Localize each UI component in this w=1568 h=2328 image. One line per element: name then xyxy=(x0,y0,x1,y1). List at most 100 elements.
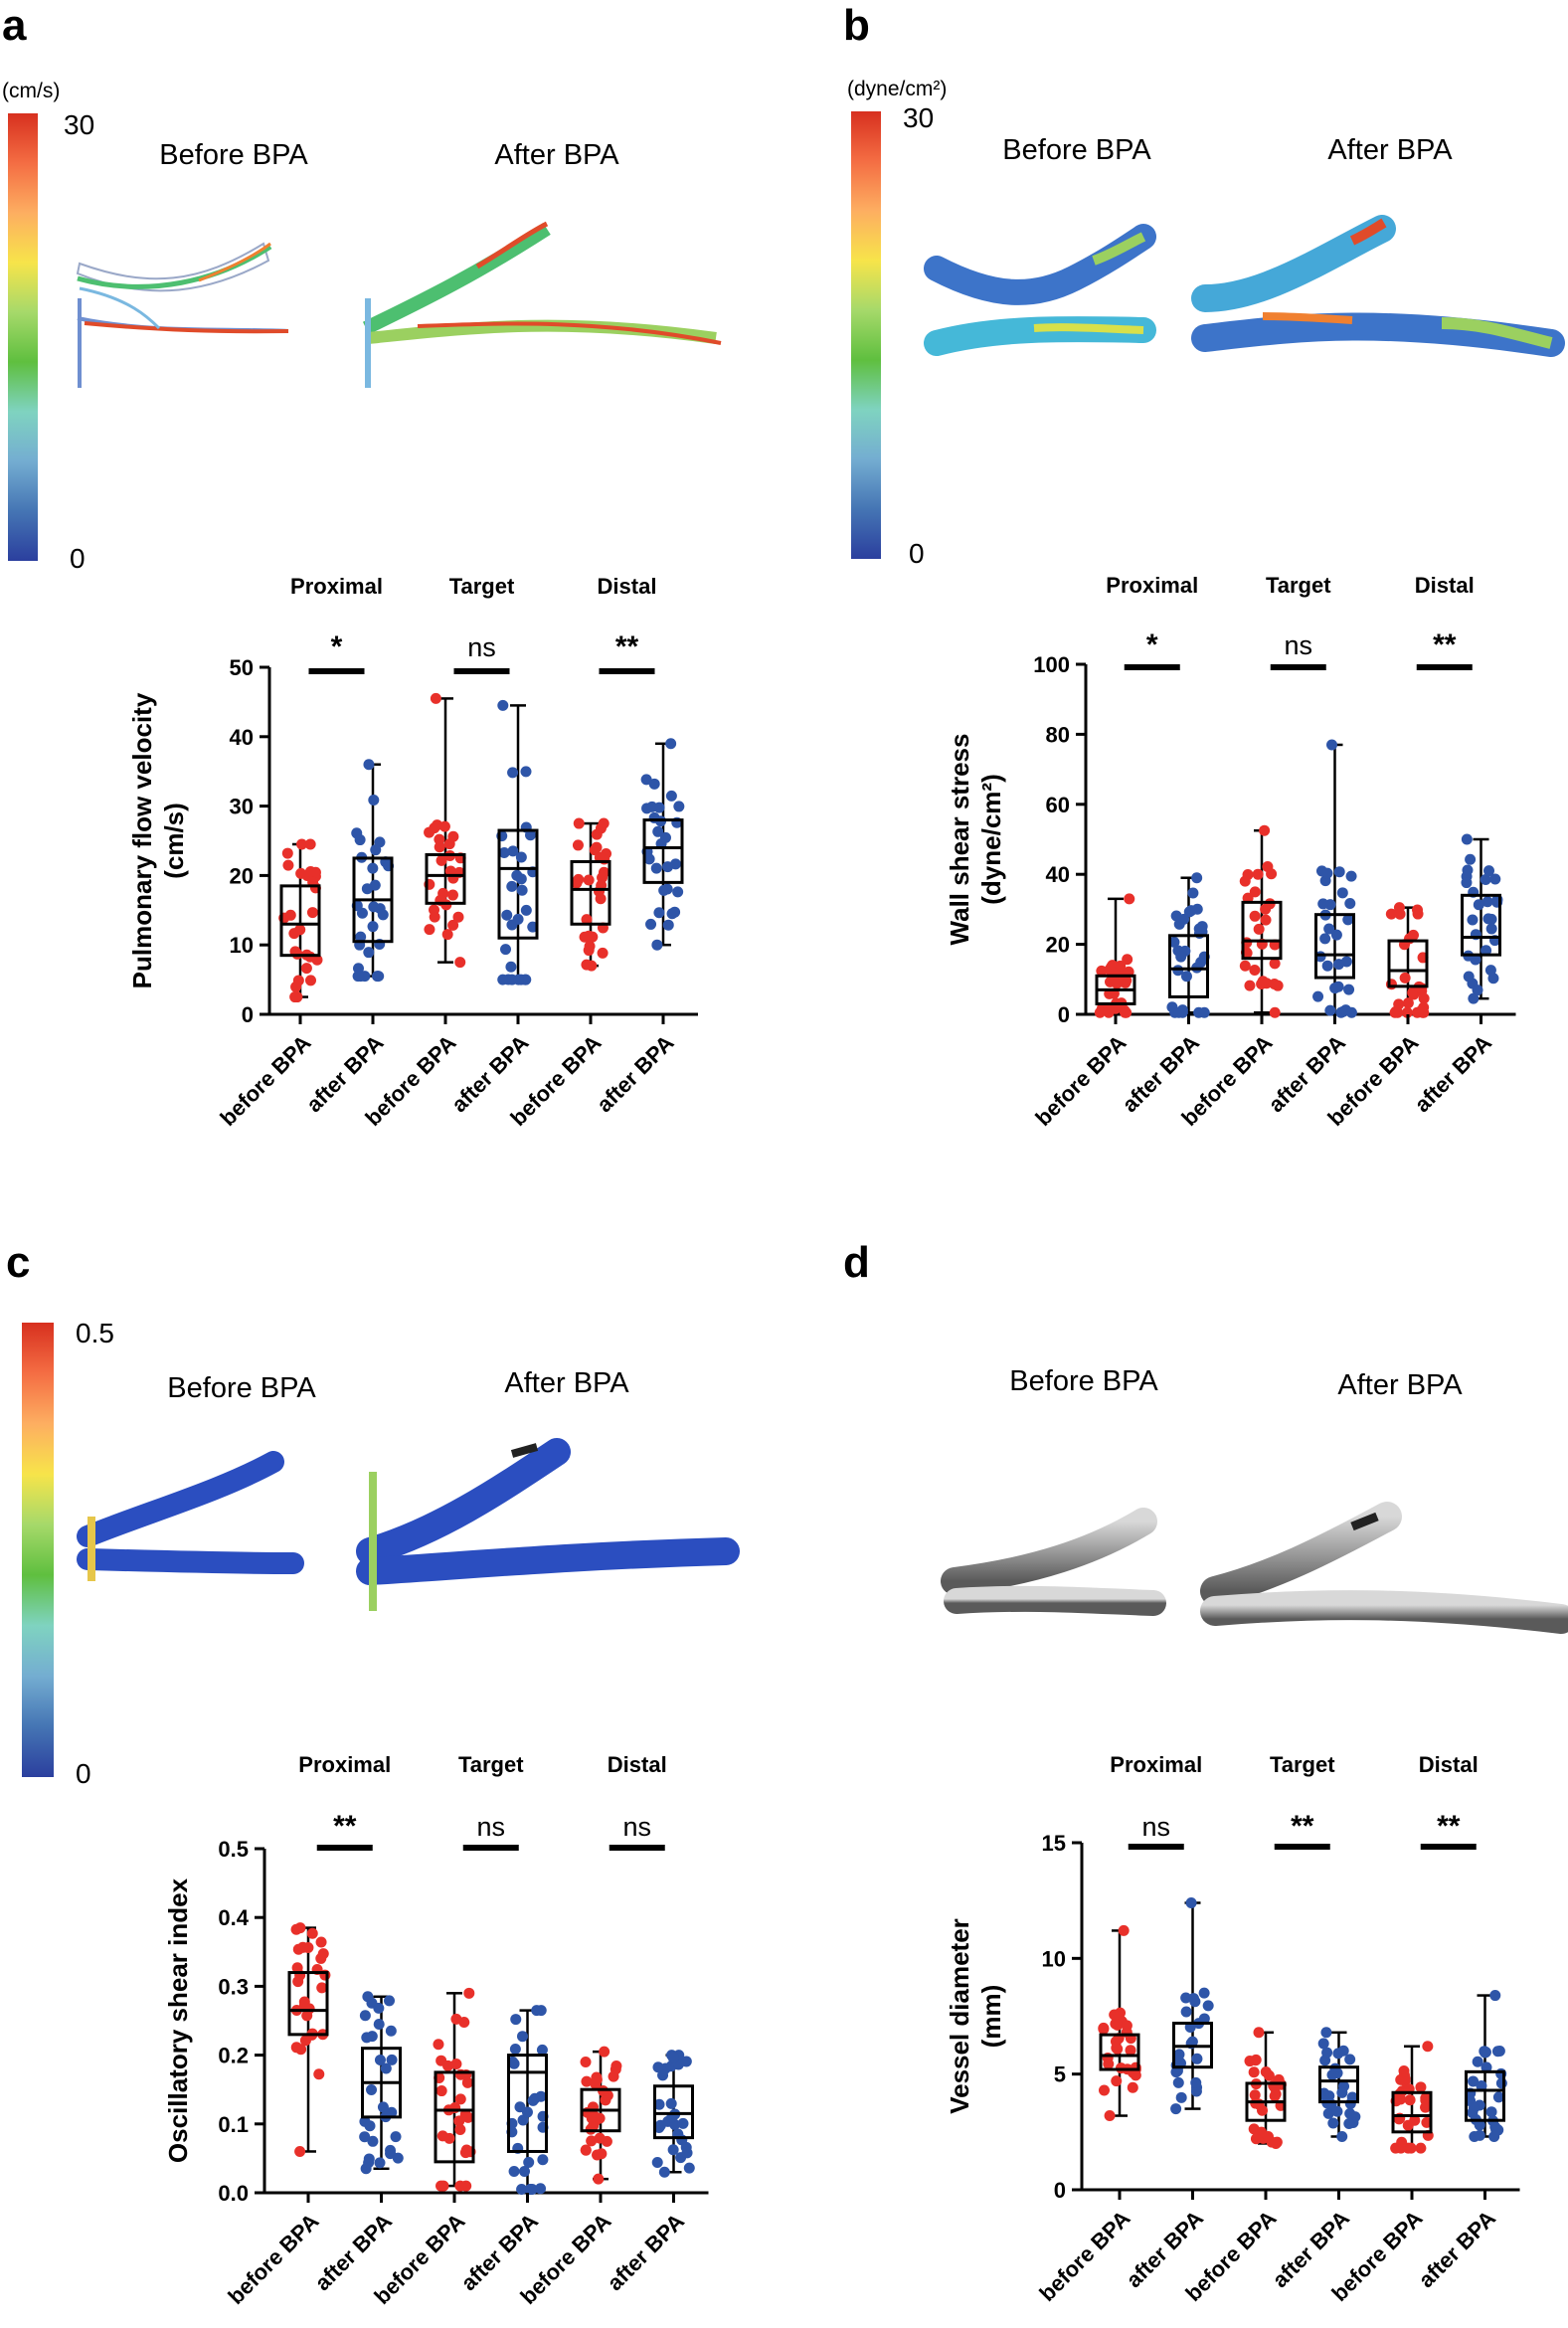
data-point xyxy=(640,774,652,786)
image-title-after: After BPA xyxy=(1327,134,1453,166)
data-point xyxy=(1122,954,1133,966)
data-point xyxy=(290,2042,302,2054)
data-point xyxy=(315,1952,327,1964)
data-point xyxy=(579,931,591,943)
data-point xyxy=(515,851,527,863)
colorbar-a: (cm/s) 30 0 xyxy=(2,80,94,574)
data-point xyxy=(1344,2107,1356,2119)
data-point xyxy=(1422,2041,1434,2053)
data-point xyxy=(306,1927,318,1939)
box-iqr xyxy=(1318,2065,1359,2104)
data-point xyxy=(608,2070,619,2082)
data-point xyxy=(1468,2075,1480,2087)
data-point xyxy=(1180,971,1192,983)
data-point xyxy=(1111,978,1123,989)
data-point xyxy=(665,738,677,750)
significance-label: ** xyxy=(615,630,639,663)
data-point xyxy=(535,2005,547,2017)
data-point xyxy=(361,883,373,895)
data-point xyxy=(648,811,660,823)
significance-label: * xyxy=(331,630,343,663)
data-point xyxy=(657,2069,669,2081)
data-point xyxy=(1173,2049,1185,2060)
data-point xyxy=(515,873,527,885)
data-point xyxy=(1319,933,1331,945)
data-point xyxy=(1402,997,1414,1009)
data-point xyxy=(505,961,517,973)
data-point xyxy=(354,834,366,846)
data-point xyxy=(653,2098,665,2110)
data-point xyxy=(355,931,367,943)
data-point xyxy=(1125,2045,1136,2057)
data-point xyxy=(1187,1993,1199,2005)
data-point xyxy=(662,919,674,931)
data-point xyxy=(1476,2079,1487,2091)
data-point xyxy=(1120,1006,1132,1018)
box-iqr xyxy=(1314,913,1355,980)
data-point xyxy=(1326,739,1338,751)
data-point xyxy=(1412,904,1424,916)
data-point xyxy=(284,909,296,921)
x-category-label: after BPA xyxy=(1414,2206,1500,2292)
data-point xyxy=(1345,1006,1357,1018)
data-point xyxy=(680,2141,692,2153)
data-point xyxy=(1183,906,1195,918)
data-point xyxy=(1253,2027,1265,2039)
data-point xyxy=(1480,873,1491,885)
data-point xyxy=(1170,2103,1182,2115)
data-point xyxy=(1467,914,1479,926)
image-title-after: After BPA xyxy=(504,1367,629,1399)
boxplot-chart-c: 0.0 0.1 0.2 0.3 0.4 0.5 Oscillatory shear inde… xyxy=(163,1752,709,2309)
data-point xyxy=(1121,2020,1132,2032)
box-iqr xyxy=(642,818,684,884)
data-point xyxy=(1248,2066,1260,2078)
x-category-label: before BPA xyxy=(215,1030,315,1131)
box-iqr xyxy=(570,859,611,926)
data-point xyxy=(1495,2077,1507,2089)
colorbar-max: 0.5 xyxy=(76,1318,114,1348)
data-point xyxy=(525,2184,537,2196)
data-point xyxy=(1202,2000,1214,2012)
colorbar-max: 30 xyxy=(64,109,94,140)
data-point xyxy=(1409,2114,1421,2126)
data-point xyxy=(1490,2124,1502,2136)
data-point xyxy=(316,1982,328,1994)
group-label: Proximal xyxy=(298,1752,391,1777)
data-point xyxy=(1269,958,1281,970)
data-point xyxy=(520,766,532,778)
data-point xyxy=(454,2093,466,2105)
data-point xyxy=(594,2132,606,2144)
data-point xyxy=(452,911,464,923)
data-point xyxy=(313,2068,325,2080)
image-title-after: After BPA xyxy=(494,139,619,171)
data-point xyxy=(1481,2061,1492,2073)
data-point xyxy=(1191,872,1203,884)
y-axis-label: (cm/s) xyxy=(159,803,189,879)
vessel-render-c-before xyxy=(77,1451,304,1581)
y-axis-label: Vessel diameter xyxy=(945,1918,974,2114)
data-point xyxy=(1405,2142,1417,2154)
data-point xyxy=(363,2157,375,2169)
data-point xyxy=(1343,984,1355,995)
data-point xyxy=(584,940,596,952)
data-point xyxy=(1392,1006,1404,1018)
data-point xyxy=(290,981,302,992)
colorbar-b: (dyne/cm²) 30 0 xyxy=(847,78,947,569)
image-title-before: Before BPA xyxy=(1002,134,1151,166)
data-point xyxy=(436,2085,447,2097)
data-point xyxy=(1418,992,1430,1004)
data-point xyxy=(1198,1987,1210,1999)
data-point xyxy=(1124,893,1135,905)
data-point xyxy=(424,924,436,936)
data-point xyxy=(516,884,528,896)
data-point xyxy=(497,699,509,711)
data-point xyxy=(290,1923,302,1935)
box-iqr xyxy=(1391,2090,1433,2134)
data-point xyxy=(367,862,379,874)
data-point xyxy=(667,2144,679,2156)
colorbar-unit: (dyne/cm²) xyxy=(847,78,947,100)
data-point xyxy=(1269,2081,1281,2093)
data-point xyxy=(524,829,536,841)
data-point xyxy=(581,914,593,926)
data-point xyxy=(454,957,466,969)
